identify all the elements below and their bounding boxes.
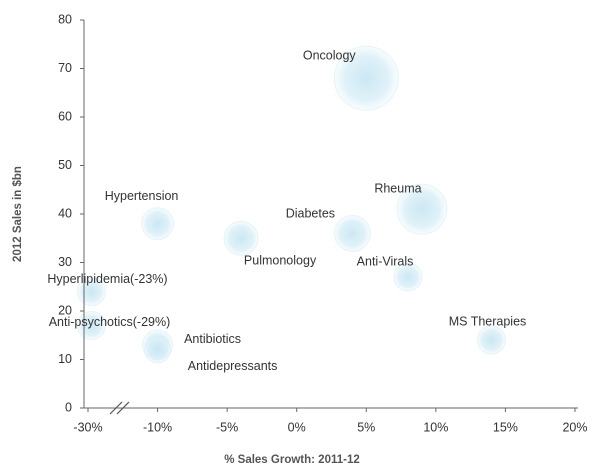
x-tick-label: 10% <box>423 420 448 434</box>
x-tick-label: 15% <box>493 420 518 434</box>
bubble-label: Rheuma <box>374 181 421 195</box>
y-tick-label: 50 <box>58 158 72 172</box>
bubble-label: Pulmonology <box>244 254 317 268</box>
y-tick-label: 20 <box>58 303 72 317</box>
x-tick-label: -10% <box>143 420 172 434</box>
bubble-label: MS Therapies <box>449 314 527 328</box>
bubble <box>396 183 448 235</box>
x-tick-label: -30% <box>73 420 102 434</box>
bubble-label: Oncology <box>303 48 357 62</box>
bubble-label: Hyperlipidemia(-23%) <box>47 272 167 286</box>
bubble <box>144 336 172 364</box>
bubble <box>477 325 507 355</box>
bubble <box>393 262 423 292</box>
bubble <box>141 207 175 241</box>
bubble-label: Antidepressants <box>188 359 278 373</box>
y-tick-label: 80 <box>58 12 72 26</box>
bubble-label: Anti-Virals <box>357 254 414 268</box>
bubble <box>333 45 399 111</box>
bubble-label: Antibiotics <box>184 332 241 346</box>
y-tick-label: 70 <box>58 61 72 75</box>
bubble <box>333 214 371 252</box>
bubble-label: Anti-psychotics(-29%) <box>49 315 171 329</box>
axis-break <box>109 401 130 415</box>
y-tick-label: 30 <box>58 255 72 269</box>
y-tick-label: 60 <box>58 109 72 123</box>
y-tick-label: 10 <box>58 352 72 366</box>
bubble-label: Hypertension <box>105 189 179 203</box>
bubble-label: Diabetes <box>286 207 335 221</box>
y-tick-label: 40 <box>58 206 72 220</box>
y-tick-label: 0 <box>65 400 72 414</box>
x-tick-label: 20% <box>562 420 587 434</box>
x-tick-label: 0% <box>288 420 306 434</box>
x-tick-label: -5% <box>216 420 238 434</box>
bubble <box>223 220 259 256</box>
x-tick-label: 5% <box>357 420 375 434</box>
x-axis-title: % Sales Growth: 2011-12 <box>224 454 360 466</box>
y-axis-title: 2012 Sales in $bn <box>12 166 24 262</box>
